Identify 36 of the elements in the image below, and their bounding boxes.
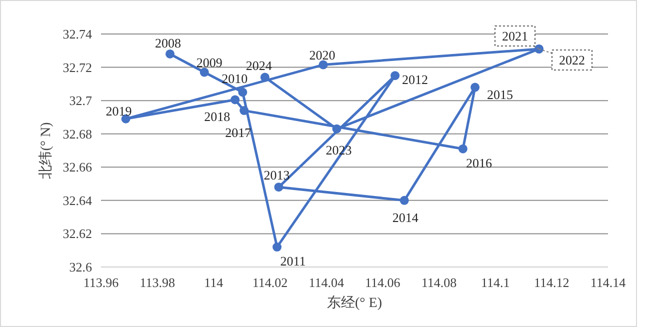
x-tick-label: 114 [204, 275, 224, 290]
x-tick-label: 114.06 [365, 275, 401, 290]
annotation: 2022 [558, 52, 585, 68]
x-tick-label: 114.14 [590, 275, 626, 290]
annotation: 2015 [487, 86, 514, 102]
x-tick-label: 114.02 [252, 275, 288, 290]
annotation: 2010 [222, 70, 248, 86]
y-tick-label: 32.64 [62, 192, 92, 208]
annotation: 2011 [280, 254, 306, 269]
annotation: 2024 [246, 58, 272, 73]
y-tick-label: 32.7 [69, 93, 92, 108]
x-tick-label: 113.98 [140, 275, 175, 290]
annotation: 2016 [466, 155, 492, 170]
y-tick-label: 32.6 [69, 260, 92, 274]
y-tick-label: 32.68 [62, 126, 92, 142]
y-tick-label: 32.62 [62, 226, 92, 242]
annotation: 2009 [196, 54, 222, 70]
annotation: 2008 [155, 35, 182, 50]
x-axis-title: 东经(° E) [327, 295, 382, 311]
y-tick-label: 32.66 [62, 160, 92, 175]
annotation: 2019 [106, 103, 132, 118]
x-tick-label: 114.08 [421, 275, 457, 290]
y-axis-title: 北纬(° N) [38, 122, 54, 179]
annotation: 2020 [309, 47, 336, 62]
y-tick-label: 32.72 [62, 60, 92, 75]
annotation: 2012 [402, 72, 428, 88]
annotation: 2013 [264, 168, 290, 183]
annotation: 2014 [392, 210, 419, 225]
x-tick-label: 114.04 [308, 275, 344, 290]
y-tick-label: 32.74 [62, 26, 92, 42]
annotation: 2017 [225, 125, 252, 140]
annotation: 2018 [204, 109, 230, 124]
x-tick-label: 114.12 [534, 275, 570, 290]
x-tick-label: 113.96 [83, 275, 120, 290]
x-tick-label: 114.1 [480, 275, 510, 290]
annotation: 2021 [502, 28, 528, 44]
